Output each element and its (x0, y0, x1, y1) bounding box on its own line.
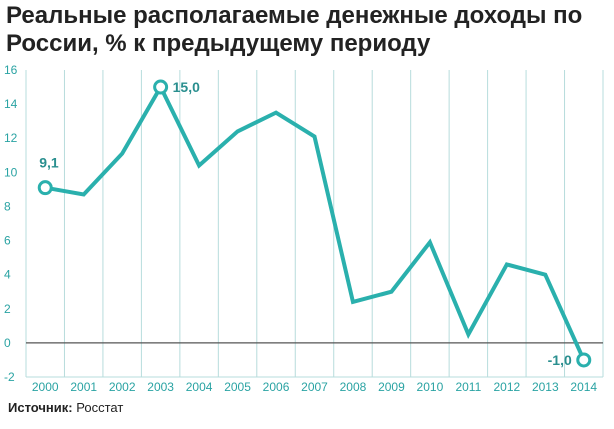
y-tick-label: -2 (4, 370, 15, 384)
y-tick-label: 10 (4, 165, 18, 179)
y-tick-label: 8 (4, 199, 11, 213)
y-tick-label: 14 (4, 97, 18, 111)
y-tick-label: 0 (4, 336, 11, 350)
y-tick-label: 12 (4, 131, 18, 145)
source-value: Росстат (76, 400, 124, 415)
x-tick-label: 2013 (532, 380, 559, 394)
y-tick-label: 6 (4, 234, 11, 248)
x-tick-label: 2010 (417, 380, 444, 394)
data-label: -1,0 (548, 352, 572, 368)
y-tick-label: 16 (4, 63, 18, 77)
x-tick-label: 2000 (32, 380, 59, 394)
x-tick-label: 2003 (147, 380, 174, 394)
x-tick-label: 2007 (301, 380, 328, 394)
chart-title: Реальные располагаемые денежные доходы п… (6, 2, 583, 57)
x-tick-label: 2006 (263, 380, 290, 394)
x-tick-label: 2004 (186, 380, 213, 394)
x-tick-label: 2005 (224, 380, 251, 394)
x-tick-label: 2001 (70, 380, 97, 394)
source-label: Источник: (8, 400, 73, 415)
x-tick-label: 2012 (493, 380, 520, 394)
data-label: 9,1 (39, 155, 59, 171)
source-line: Источник: Росстат (8, 400, 123, 415)
x-tick-label: 2014 (570, 380, 597, 394)
data-label: 15,0 (173, 79, 200, 95)
data-point-marker (153, 79, 169, 95)
y-tick-label: 4 (4, 268, 11, 282)
x-tick-label: 2002 (109, 380, 136, 394)
x-tick-label: 2009 (378, 380, 405, 394)
x-tick-label: 2011 (455, 380, 481, 394)
series-line (43, 82, 586, 362)
data-point-marker (576, 352, 592, 368)
x-tick-label: 2008 (340, 380, 367, 394)
data-point-marker (37, 180, 53, 196)
y-tick-label: 2 (4, 302, 11, 316)
